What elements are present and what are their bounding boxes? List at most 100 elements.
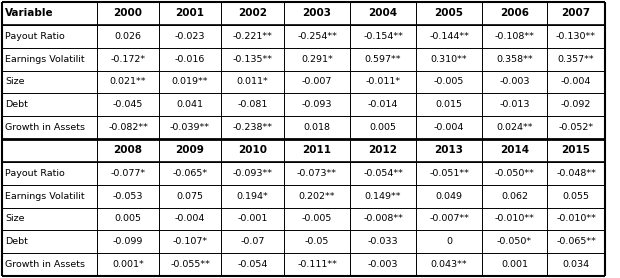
Text: 2012: 2012 [368, 145, 397, 155]
Text: 2001: 2001 [175, 8, 205, 18]
Text: 0.055: 0.055 [562, 192, 590, 201]
Text: -0.045: -0.045 [113, 100, 143, 109]
Text: 0.019**: 0.019** [172, 77, 208, 86]
Text: 2000: 2000 [113, 8, 143, 18]
Text: 0.357**: 0.357** [557, 54, 595, 64]
Text: -0.051**: -0.051** [429, 169, 469, 178]
Text: -0.005: -0.005 [302, 214, 332, 224]
Text: 0.034: 0.034 [562, 260, 590, 269]
Text: 2014: 2014 [500, 145, 529, 155]
Text: -0.054: -0.054 [237, 260, 268, 269]
Text: -0.023: -0.023 [175, 32, 205, 41]
Text: 0.001*: 0.001* [112, 260, 144, 269]
Text: -0.082**: -0.082** [108, 123, 148, 132]
Text: 0.005: 0.005 [115, 214, 141, 224]
Text: 0.026: 0.026 [115, 32, 141, 41]
Text: -0.05: -0.05 [305, 237, 329, 246]
Text: 0.024**: 0.024** [496, 123, 533, 132]
Text: 2008: 2008 [113, 145, 143, 155]
Text: -0.130**: -0.130** [556, 32, 596, 41]
Text: 0.021**: 0.021** [110, 77, 146, 86]
Text: 0.358**: 0.358** [496, 54, 533, 64]
Text: -0.004: -0.004 [175, 214, 205, 224]
Text: -0.099: -0.099 [113, 237, 143, 246]
Text: -0.050**: -0.050** [495, 169, 534, 178]
Text: 0.062: 0.062 [501, 192, 528, 201]
Text: 0.018: 0.018 [304, 123, 330, 132]
Text: -0.007**: -0.007** [429, 214, 469, 224]
Text: -0.001: -0.001 [237, 214, 268, 224]
Text: -0.093**: -0.093** [232, 169, 273, 178]
Text: 2005: 2005 [435, 8, 464, 18]
Text: -0.093: -0.093 [302, 100, 332, 109]
Text: -0.004: -0.004 [434, 123, 464, 132]
Text: -0.238**: -0.238** [232, 123, 273, 132]
Text: 0.202**: 0.202** [299, 192, 335, 201]
Text: -0.107*: -0.107* [172, 237, 208, 246]
Text: 0.075: 0.075 [177, 192, 203, 201]
Text: -0.053: -0.053 [113, 192, 143, 201]
Text: -0.065*: -0.065* [172, 169, 208, 178]
Text: -0.011*: -0.011* [365, 77, 401, 86]
Text: -0.007: -0.007 [302, 77, 332, 86]
Text: Variable: Variable [5, 8, 53, 18]
Text: -0.004: -0.004 [561, 77, 591, 86]
Text: 0.041: 0.041 [177, 100, 203, 109]
Text: 0.001: 0.001 [501, 260, 528, 269]
Text: 0: 0 [446, 237, 452, 246]
Text: -0.050*: -0.050* [497, 237, 532, 246]
Text: Size: Size [5, 214, 25, 224]
Text: -0.092: -0.092 [561, 100, 591, 109]
Text: -0.254**: -0.254** [297, 32, 337, 41]
Text: Growth in Assets: Growth in Assets [5, 123, 85, 132]
Text: -0.003: -0.003 [499, 77, 529, 86]
Text: 0.011*: 0.011* [237, 77, 268, 86]
Text: 2011: 2011 [303, 145, 332, 155]
Text: -0.008**: -0.008** [363, 214, 403, 224]
Text: -0.039**: -0.039** [170, 123, 210, 132]
Text: Growth in Assets: Growth in Assets [5, 260, 85, 269]
Text: 0.310**: 0.310** [431, 54, 467, 64]
Text: -0.135**: -0.135** [232, 54, 273, 64]
Text: -0.048**: -0.048** [556, 169, 596, 178]
Text: -0.016: -0.016 [175, 54, 205, 64]
Text: -0.073**: -0.073** [297, 169, 337, 178]
Text: -0.052*: -0.052* [559, 123, 593, 132]
Text: 0.149**: 0.149** [365, 192, 401, 201]
Text: 2015: 2015 [562, 145, 590, 155]
Text: 0.015: 0.015 [435, 100, 463, 109]
Text: 2010: 2010 [238, 145, 267, 155]
Text: -0.054**: -0.054** [363, 169, 403, 178]
Text: 2002: 2002 [238, 8, 267, 18]
Text: -0.144**: -0.144** [429, 32, 469, 41]
Text: -0.081: -0.081 [237, 100, 268, 109]
Text: 2009: 2009 [175, 145, 205, 155]
Text: 0.049: 0.049 [435, 192, 463, 201]
Text: -0.003: -0.003 [368, 260, 398, 269]
Text: 2003: 2003 [303, 8, 332, 18]
Text: Payout Ratio: Payout Ratio [5, 169, 64, 178]
Text: 2004: 2004 [368, 8, 397, 18]
Text: -0.033: -0.033 [368, 237, 398, 246]
Text: 2013: 2013 [435, 145, 464, 155]
Text: -0.111**: -0.111** [297, 260, 337, 269]
Text: 0.043**: 0.043** [431, 260, 467, 269]
Text: -0.07: -0.07 [241, 237, 265, 246]
Text: -0.010**: -0.010** [556, 214, 596, 224]
Text: Size: Size [5, 77, 25, 86]
Text: -0.014: -0.014 [368, 100, 398, 109]
Text: Debt: Debt [5, 237, 28, 246]
Text: -0.055**: -0.055** [170, 260, 210, 269]
Text: -0.010**: -0.010** [495, 214, 534, 224]
Text: -0.005: -0.005 [434, 77, 464, 86]
Text: -0.172*: -0.172* [110, 54, 146, 64]
Text: -0.065**: -0.065** [556, 237, 596, 246]
Text: -0.077*: -0.077* [110, 169, 146, 178]
Text: Payout Ratio: Payout Ratio [5, 32, 64, 41]
Text: -0.013: -0.013 [499, 100, 529, 109]
Text: 0.194*: 0.194* [237, 192, 268, 201]
Text: -0.108**: -0.108** [495, 32, 534, 41]
Text: 0.005: 0.005 [370, 123, 397, 132]
Text: Debt: Debt [5, 100, 28, 109]
Text: -0.221**: -0.221** [232, 32, 272, 41]
